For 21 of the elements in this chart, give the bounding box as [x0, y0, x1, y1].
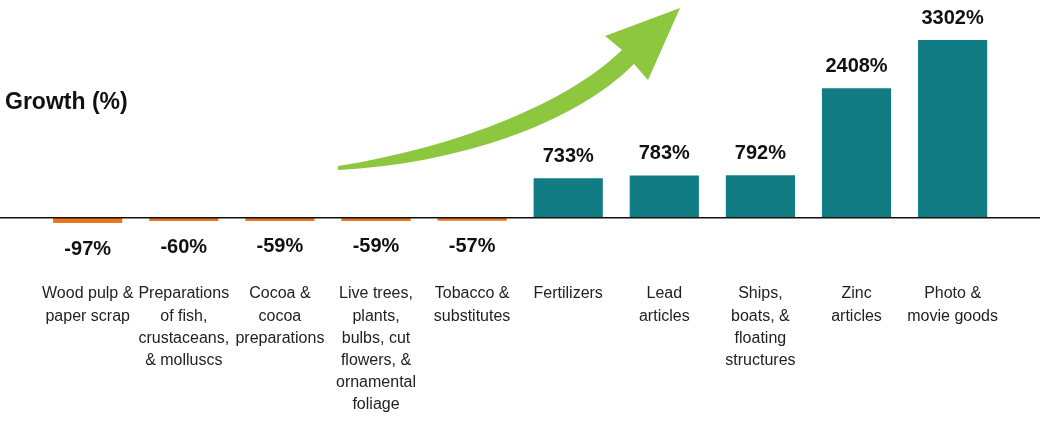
text: Growth (%)	[5, 88, 128, 115]
x-tick-label: Wood pulp & paper scrap	[42, 284, 134, 324]
x-tick-label: Cocoa & cocoa preparations	[235, 284, 325, 346]
data-label: 792%	[734, 140, 787, 163]
data-label: -59%	[256, 234, 304, 257]
data-label: -97%	[64, 236, 112, 259]
data-label: -57%	[448, 234, 496, 257]
data-label: -60%	[160, 234, 208, 257]
data-label: 733%	[542, 143, 594, 166]
x-tick-label: Tobacco & substitutes	[433, 284, 511, 324]
x-tick-label: Photo & movie goods	[907, 284, 998, 324]
x-tick-label: Zinc articles	[831, 284, 882, 324]
x-tick-label: Fertilizers	[533, 284, 603, 302]
x-tick-label: Lead articles	[638, 284, 690, 324]
x-tick-label: Live trees, plants, bulbs, cut flowers, & ornamental foliage	[335, 284, 417, 412]
x-tick-label: Ships, boats, & floating structures	[725, 284, 796, 368]
x-tick-label: Preparations of fish, crustaceans, & molluscs	[138, 284, 230, 368]
data-label: 2408%	[825, 53, 888, 76]
data-label: -59%	[352, 234, 400, 257]
data-label: 783%	[638, 141, 691, 164]
data-label: 3302%	[921, 5, 984, 28]
